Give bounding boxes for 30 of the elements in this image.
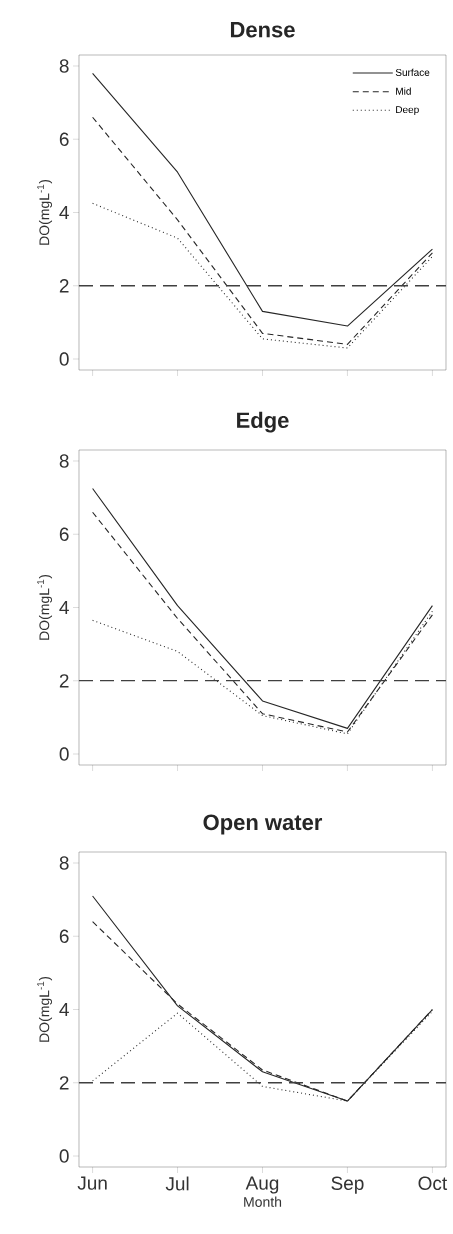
y-tick-label: 8 xyxy=(59,454,69,468)
y-tick-label: 2 xyxy=(59,279,69,293)
y-axis-title: DO(mgL$^{-1}$) xyxy=(37,574,53,640)
y-tick-label: 0 xyxy=(59,1149,69,1163)
y-tick-label: 4 xyxy=(59,600,69,615)
y-tick-label: 0 xyxy=(59,747,69,761)
y-axis-title: DO(mgL$^{-1}$) xyxy=(37,976,53,1042)
chart-title: Dense xyxy=(230,22,295,38)
x-tick-label: Jul xyxy=(165,1176,189,1191)
chart-title: Edge xyxy=(237,411,289,433)
y-tick-label: 6 xyxy=(59,929,69,943)
x-tick-label: Sep xyxy=(331,1176,364,1194)
x-tick-label: Aug xyxy=(245,1176,279,1194)
y-tick-label: 6 xyxy=(59,527,69,541)
x-tick-label: Oct xyxy=(418,1176,448,1190)
chart-title: Open water xyxy=(203,814,323,835)
x-tick-label: Jun xyxy=(77,1176,107,1190)
legend-label: Surface xyxy=(395,68,430,76)
y-tick-label: 8 xyxy=(59,856,69,870)
y-tick-label: 0 xyxy=(59,352,69,366)
x-axis-title: Month xyxy=(244,1196,282,1207)
y-tick-label: 4 xyxy=(59,205,69,220)
y-tick-label: 2 xyxy=(59,1076,69,1090)
y-axis-title: DO(mgL$^{-1}$) xyxy=(37,179,53,245)
y-tick-label: 2 xyxy=(59,674,69,688)
legend-label: Deep xyxy=(396,106,419,116)
y-tick-label: 8 xyxy=(59,59,69,73)
legend-label: Mid xyxy=(396,87,411,95)
y-tick-label: 6 xyxy=(59,132,69,146)
y-tick-label: 4 xyxy=(59,1002,69,1017)
